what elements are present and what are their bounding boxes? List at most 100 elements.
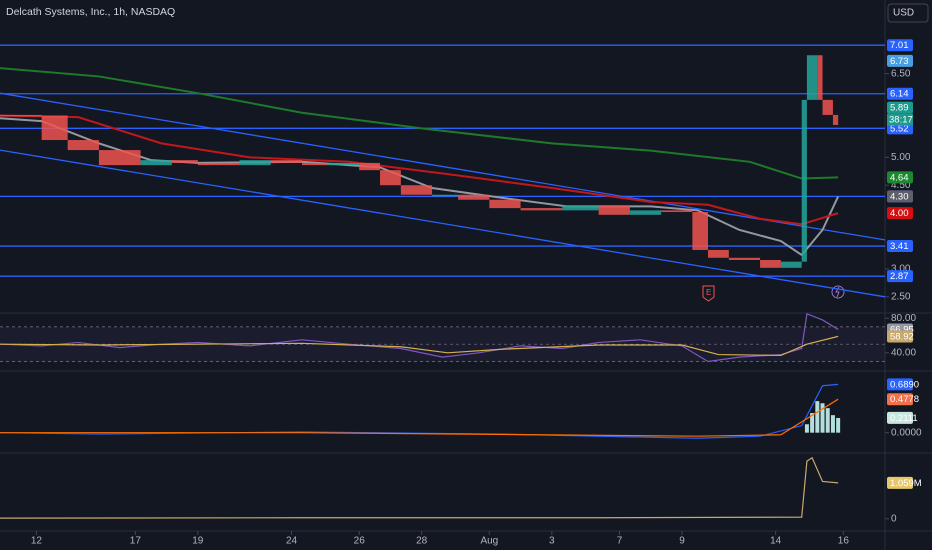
price-badge-label: 0.6890 xyxy=(890,379,919,390)
y-tick-label: 0.0000 xyxy=(891,427,922,438)
price-badge xyxy=(887,39,913,52)
macd-bar xyxy=(825,408,830,433)
candle xyxy=(780,261,802,268)
x-tick-label: 24 xyxy=(286,536,298,547)
price-badge-label: 5.52 xyxy=(890,123,909,134)
price-badge-label: 0.2111 xyxy=(890,413,918,424)
indicator-line xyxy=(0,383,839,439)
x-tick-label: 17 xyxy=(130,536,142,547)
earnings-marker[interactable]: E xyxy=(702,285,715,302)
price-badge-label: 3.41 xyxy=(890,241,909,252)
y-tick-label: 2.50 xyxy=(891,291,911,302)
price-badge xyxy=(887,87,913,100)
candle xyxy=(520,208,563,211)
indicator-line xyxy=(0,67,839,180)
macd-bar xyxy=(830,415,835,433)
indicator-line xyxy=(0,335,839,357)
price-badge xyxy=(887,190,913,203)
x-tick-label: 7 xyxy=(617,536,623,547)
price-badge-label: 58.92 xyxy=(890,331,914,342)
macd-bar xyxy=(815,401,820,433)
y-tick-label: 3.00 xyxy=(891,264,911,275)
candle xyxy=(98,150,141,166)
countdown-badge xyxy=(887,113,913,126)
price-badge-label: 6.73 xyxy=(890,56,909,67)
candle xyxy=(301,162,328,166)
candle xyxy=(140,160,172,166)
candle xyxy=(760,259,781,268)
indicator-line xyxy=(0,114,839,226)
price-badge-label: 1.059M xyxy=(890,478,922,489)
x-tick-label: 14 xyxy=(770,536,782,547)
price-badge-label: 4.30 xyxy=(890,191,909,202)
candle xyxy=(629,210,662,215)
candle xyxy=(400,185,433,195)
candle xyxy=(0,114,42,117)
price-badge-label: 6.14 xyxy=(890,89,909,100)
y-tick-label: 6.50 xyxy=(891,68,911,79)
price-badge xyxy=(887,54,913,67)
candle xyxy=(359,162,381,171)
trend-line xyxy=(0,149,886,298)
macd-bar xyxy=(804,424,809,433)
candle xyxy=(67,140,99,151)
countdown: 38:17 xyxy=(889,115,913,126)
price-badge-label: 7.01 xyxy=(890,40,909,51)
price-badge-label: 2.87 xyxy=(890,271,909,282)
price-badge-label: 4.00 xyxy=(890,208,909,219)
price-badge xyxy=(887,476,913,489)
currency-button[interactable] xyxy=(887,3,929,23)
candle xyxy=(801,99,807,262)
x-tick-label: 26 xyxy=(354,536,366,547)
svg-text:E: E xyxy=(706,288,711,297)
candle xyxy=(832,114,839,125)
candle xyxy=(806,55,818,100)
price-badge xyxy=(887,101,913,114)
x-tick-label: Aug xyxy=(480,536,498,547)
x-tick-label: 19 xyxy=(192,536,204,547)
price-badge xyxy=(887,240,913,253)
price-badge-label: 0.4778 xyxy=(890,394,919,405)
candle xyxy=(728,257,761,260)
candle xyxy=(562,205,599,211)
candle xyxy=(822,99,833,115)
macd-bar xyxy=(810,413,815,433)
candle xyxy=(489,199,521,209)
y-tick-label: 5.00 xyxy=(891,152,911,163)
price-badge-label: 66.95 xyxy=(890,325,914,336)
trend-line xyxy=(0,92,886,241)
candle xyxy=(458,194,490,200)
x-tick-label: 3 xyxy=(549,536,555,547)
candle xyxy=(197,162,240,166)
candle xyxy=(817,55,823,100)
y-tick-label: 4.50 xyxy=(891,180,911,191)
price-badge xyxy=(887,207,913,220)
candle xyxy=(239,160,271,166)
macd-bar xyxy=(836,417,841,433)
currency[interactable]: USD xyxy=(893,8,914,19)
symbol-title: Delcath Systems, Inc., 1h, NASDAQ xyxy=(6,6,175,18)
indicator-line xyxy=(0,398,839,437)
price-badge xyxy=(887,393,913,406)
indicator-line xyxy=(0,456,839,519)
y-tick-label: 80.00 xyxy=(891,313,916,324)
candle xyxy=(692,212,708,250)
price-badge xyxy=(887,171,913,184)
x-tick-label: 28 xyxy=(416,536,428,547)
x-tick-label: 9 xyxy=(679,536,685,547)
macd-bar xyxy=(820,403,825,433)
price-badge xyxy=(887,378,913,391)
candle xyxy=(327,162,360,166)
x-tick-label: 16 xyxy=(838,536,850,547)
candle xyxy=(171,160,198,163)
price-badge-label: 5.89 xyxy=(890,103,909,114)
y-tick-label: 40.00 xyxy=(891,347,916,358)
x-tick-label: 12 xyxy=(31,536,43,547)
y-tick-label: 0 xyxy=(891,513,897,524)
candle xyxy=(432,194,459,197)
candle xyxy=(708,249,729,258)
candle xyxy=(598,205,630,215)
